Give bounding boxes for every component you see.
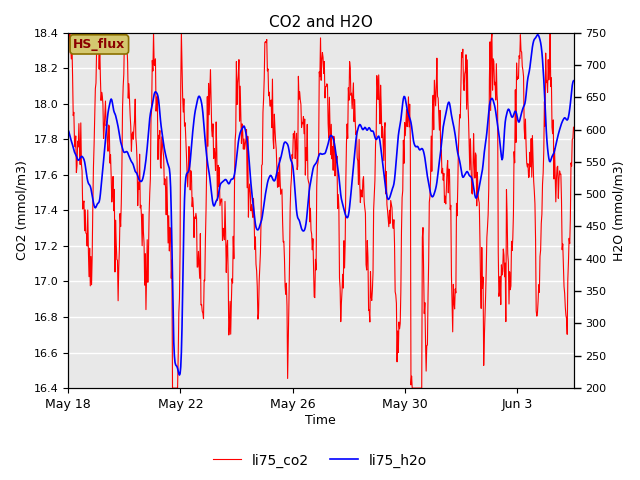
li75_co2 (359, 177, 367, 183)
li75_co2 (65, 30, 73, 36)
Y-axis label: CO2 (mmol/m3): CO2 (mmol/m3) (15, 160, 28, 260)
li75_h2o (448, 116, 456, 121)
Text: HS_flux: HS_flux (73, 38, 125, 51)
li75_h2o (64, 127, 72, 133)
li75_h2o (500, 137, 508, 143)
li75_h2o (358, 126, 366, 132)
li75_co2 (64, 56, 72, 61)
li75_h2o (570, 78, 577, 84)
li75_h2o (95, 199, 103, 204)
li75_co2 (169, 385, 177, 391)
Title: CO2 and H2O: CO2 and H2O (269, 15, 372, 30)
li75_co2 (570, 124, 577, 130)
li75_co2 (96, 45, 104, 50)
Legend: li75_co2, li75_h2o: li75_co2, li75_h2o (207, 448, 433, 473)
li75_co2 (449, 329, 456, 335)
Line: li75_h2o: li75_h2o (68, 35, 573, 375)
li75_co2 (372, 132, 380, 138)
X-axis label: Time: Time (305, 414, 336, 427)
li75_h2o (387, 192, 395, 197)
li75_co2 (387, 201, 395, 207)
Y-axis label: H2O (mmol/m3): H2O (mmol/m3) (612, 160, 625, 261)
li75_h2o (175, 372, 183, 378)
li75_co2 (500, 274, 508, 280)
li75_h2o (534, 32, 541, 37)
Line: li75_co2: li75_co2 (68, 33, 573, 388)
li75_h2o (372, 136, 380, 142)
